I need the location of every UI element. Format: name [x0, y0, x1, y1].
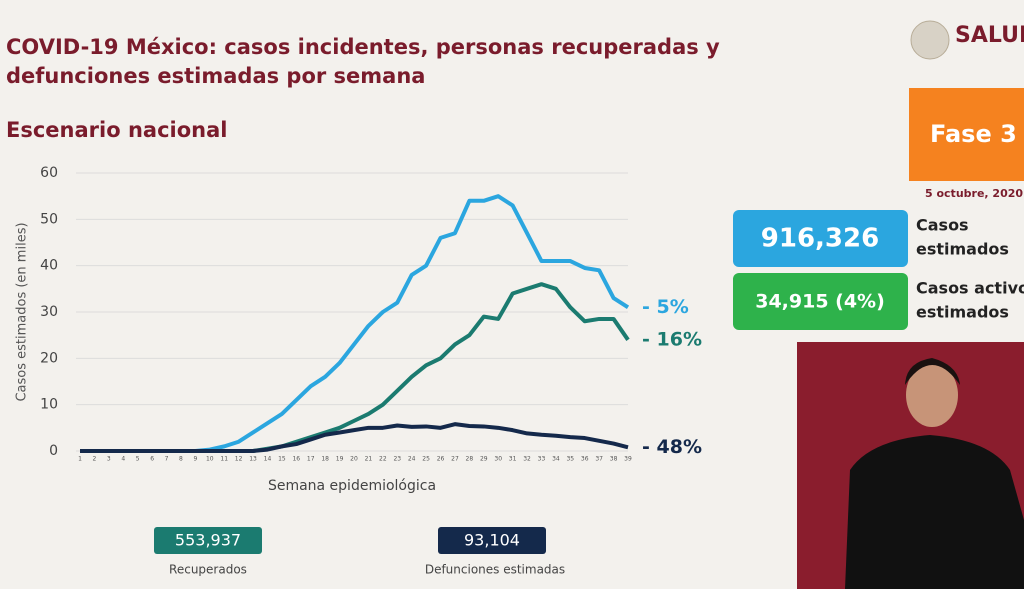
x-tick-label: 10	[206, 456, 214, 463]
x-tick-label: 2	[93, 456, 97, 463]
logo-text: SALUD	[955, 23, 1024, 48]
footer-box	[154, 527, 262, 554]
y-tick-label: 60	[40, 165, 58, 181]
x-tick-label: 15	[278, 456, 286, 463]
title-line: defunciones estimadas por semana	[6, 64, 425, 88]
footer-label: Defunciones estimadas	[425, 563, 565, 577]
stat-label: Casos	[916, 216, 969, 235]
date: 5 octubre, 2020	[925, 187, 1023, 200]
x-tick-label: 29	[480, 456, 488, 463]
series-annotation: - 16%	[642, 328, 702, 350]
x-tick-label: 33	[538, 456, 546, 463]
x-tick-label: 20	[350, 456, 358, 463]
x-tick-label: 25	[422, 456, 430, 463]
x-tick-label: 32	[523, 456, 531, 463]
y-tick-label: 30	[40, 304, 58, 320]
x-tick-label: 26	[437, 456, 445, 463]
x-tick-label: 11	[220, 456, 228, 463]
x-tick-label: 35	[566, 456, 574, 463]
x-tick-label: 37	[595, 456, 603, 463]
phase-box	[909, 88, 1024, 181]
x-tick-label: 24	[408, 456, 416, 463]
interpreter-body	[845, 435, 1024, 589]
series-line	[80, 422, 629, 453]
x-tick-label: 4	[121, 456, 125, 463]
y-tick-label: 40	[40, 258, 58, 274]
x-tick-label: 9	[193, 456, 197, 463]
x-tick-label: 38	[610, 456, 618, 463]
x-tick-label: 30	[494, 456, 502, 463]
x-tick-label: 14	[264, 456, 272, 463]
x-tick-label: 16	[292, 456, 300, 463]
y-tick-label: 0	[49, 443, 58, 459]
title-line: COVID-19 México: casos incidentes, perso…	[6, 35, 720, 59]
stat-value: 916,326	[761, 224, 879, 254]
x-tick-label: 18	[321, 456, 329, 463]
x-tick-label: 39	[624, 456, 632, 463]
x-tick-label: 17	[307, 456, 315, 463]
interpreter-head	[906, 363, 958, 427]
stat-label: estimados	[916, 303, 1009, 322]
stat-box	[733, 210, 908, 267]
x-tick-label: 19	[336, 456, 344, 463]
stat-label: Casos activos	[916, 279, 1024, 298]
x-tick-label: 13	[249, 456, 257, 463]
footer-value: 93,104	[464, 531, 520, 550]
x-tick-label: 28	[466, 456, 474, 463]
y-axis-label: Casos estimados (en miles)	[15, 222, 30, 401]
series-annotation: - 48%	[642, 436, 702, 458]
stat-box	[733, 273, 908, 330]
y-tick-label: 50	[40, 211, 58, 227]
x-tick-label: 3	[107, 456, 111, 463]
x-tick-label: 7	[165, 456, 169, 463]
x-tick-label: 5	[136, 456, 140, 463]
x-tick-label: 27	[451, 456, 459, 463]
y-tick-label: 20	[40, 350, 58, 366]
x-tick-label: 1	[78, 456, 82, 463]
x-tick-label: 36	[581, 456, 589, 463]
footer-box	[438, 527, 546, 554]
stat-value: 34,915 (4%)	[755, 291, 885, 313]
phase-text: Fase 3	[930, 120, 1017, 148]
x-tick-label: 22	[379, 456, 387, 463]
series-annotation: - 5%	[642, 296, 689, 318]
x-tick-label: 23	[393, 456, 401, 463]
x-tick-label: 12	[235, 456, 243, 463]
footer-value: 553,937	[175, 531, 241, 550]
interpreter-video	[797, 342, 1024, 589]
footer-label: Recuperados	[169, 563, 247, 577]
x-axis-label: Semana epidemiológica	[268, 478, 436, 494]
x-tick-label: 21	[365, 456, 373, 463]
x-tick-label: 34	[552, 456, 560, 463]
x-tick-label: 31	[509, 456, 517, 463]
x-tick-label: 6	[150, 456, 154, 463]
logo-emblem	[910, 20, 950, 60]
subtitle: Escenario nacional	[6, 118, 227, 142]
interpreter-hair	[905, 358, 960, 385]
stat-label: estimados	[916, 240, 1009, 259]
x-tick-label: 8	[179, 456, 183, 463]
y-tick-label: 10	[40, 397, 58, 413]
